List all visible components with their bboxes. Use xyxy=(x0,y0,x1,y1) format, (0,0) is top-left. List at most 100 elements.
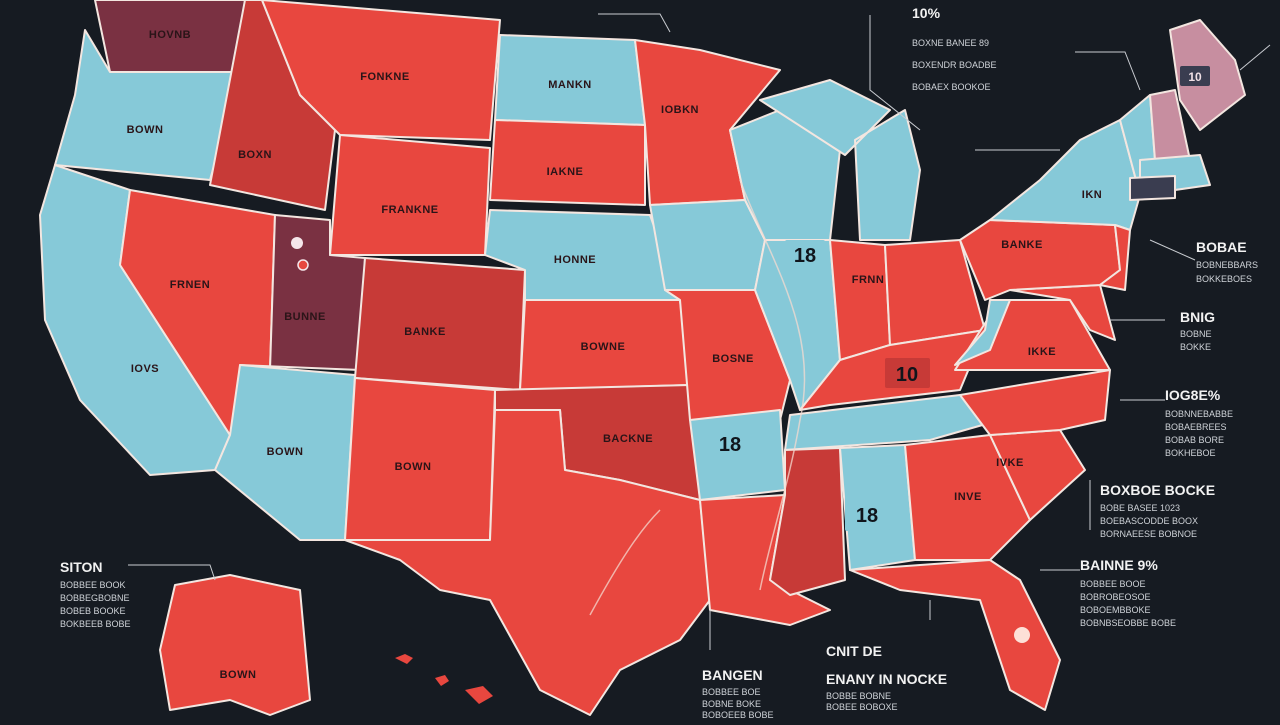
label-nebraska: HONNE xyxy=(554,254,596,266)
state-south-dakota[interactable] xyxy=(489,119,646,206)
state-indiana[interactable] xyxy=(829,239,891,361)
annotation-top: 10% BOXNE BANEE 89 BOXENDR BOADBE BOBAEX… xyxy=(912,5,997,92)
annotation-right-2-title: BNIG xyxy=(1180,309,1215,325)
label-colorado: BANKE xyxy=(404,326,446,338)
state-wyoming[interactable] xyxy=(329,134,491,256)
annotation-right-1: BOBAE BOBNEBBARS BOKKEBOES xyxy=(1196,239,1258,284)
annotation-top-line-3: BOBAEX BOOKOE xyxy=(912,82,991,92)
state-hawaii-island-3[interactable] xyxy=(465,686,493,704)
label-indiana-region: FRNN xyxy=(852,274,885,286)
annotation-right-2: BNIG BOBNE BOKKE xyxy=(1180,309,1215,352)
label-alaska: BOWN xyxy=(220,669,257,681)
annotation-bottom: CNIT DE ENANY IN NOCKE BOBBE BOBNE BOBEE… xyxy=(826,643,947,712)
label-georgia: INVE xyxy=(954,491,982,503)
label-new-mexico: BOWN xyxy=(395,461,432,473)
state-new-mexico[interactable] xyxy=(344,377,496,541)
annotation-right-2-line-1: BOBNE xyxy=(1180,329,1212,339)
annotation-right-4-line-1: BOBE BASEE 1023 xyxy=(1100,503,1180,513)
mississippi-river xyxy=(739,179,806,591)
label-north-dakota: MANKN xyxy=(548,79,591,91)
annotation-left: SITON BOBBEE BOOK BOBBEGBOBNE BOBEB BOOK… xyxy=(60,559,131,629)
annotation-right-3-line-1: BOBNNEBABBE xyxy=(1165,409,1233,419)
annotation-bottom-left-line-2: BOBNE BOKE xyxy=(702,699,761,709)
badge-alabama: 18 xyxy=(845,497,890,531)
annotation-right-3-line-2: BOBAEBREES xyxy=(1165,422,1227,432)
label-virginia: IKKE xyxy=(1028,346,1056,358)
badge-arkansas-value: 18 xyxy=(719,434,741,456)
label-utah: BUNNE xyxy=(284,311,326,323)
badge-alabama-value: 18 xyxy=(856,505,878,527)
state-north-carolina[interactable] xyxy=(959,369,1111,436)
annotation-right-5-line-1: BOBBEE BOOE xyxy=(1080,579,1146,589)
badge-kentucky: 10 xyxy=(885,358,930,388)
badge-illinois: 18 xyxy=(785,240,825,270)
label-oklahoma: BACKNE xyxy=(603,433,653,445)
annotation-right-2-line-2: BOKKE xyxy=(1180,342,1211,352)
annotation-left-title: SITON xyxy=(60,559,103,575)
label-montana: FONKNE xyxy=(360,71,409,83)
state-tennessee[interactable] xyxy=(784,394,1001,451)
badge-kentucky-value: 10 xyxy=(896,364,918,386)
label-new-york: IKN xyxy=(1082,189,1102,201)
state-florida[interactable] xyxy=(849,559,1061,711)
texas-river xyxy=(589,509,661,616)
leader-ne xyxy=(1239,44,1271,71)
annotation-bottom-left-line-1: BOBBEE BOE xyxy=(702,687,761,697)
state-texas[interactable] xyxy=(344,409,711,716)
label-missouri: BOSNE xyxy=(712,353,754,365)
annotation-right-5-line-4: BOBNBSEOBBE BOBE xyxy=(1080,618,1176,628)
state-georgia[interactable] xyxy=(904,434,1031,561)
leader-left xyxy=(128,564,216,581)
annotation-left-line-1: BOBBEE BOOK xyxy=(60,580,126,590)
label-oregon: BOWN xyxy=(127,124,164,136)
annotation-left-line-2: BOBBEGBOBNE xyxy=(60,593,130,603)
annotation-right-4: BOXBOE BOCKE BOBE BASEE 1023 BOEBASCODDE… xyxy=(1100,482,1215,539)
annotation-left-line-3: BOBEB BOOKE xyxy=(60,606,126,616)
state-michigan[interactable] xyxy=(759,79,921,241)
annotation-bottom-title-2: ENANY IN NOCKE xyxy=(826,671,947,687)
annotation-bottom-line-1: BOBBE BOBNE xyxy=(826,691,891,701)
leader-right-1 xyxy=(1149,239,1196,261)
label-idaho: BOXN xyxy=(238,149,272,161)
annotation-right-5: BAINNE 9% BOBBEE BOOE BOBROBEOSOE BOBOEM… xyxy=(1080,557,1176,628)
badge-illinois-value: 18 xyxy=(794,245,816,267)
state-new-jersey[interactable] xyxy=(1099,224,1131,291)
state-hawaii-island-2[interactable] xyxy=(435,675,449,686)
annotation-right-4-title: BOXBOE BOCKE xyxy=(1100,482,1215,498)
annotation-right-1-line-1: BOBNEBBARS xyxy=(1196,260,1258,270)
state-alaska[interactable] xyxy=(159,574,311,716)
annotation-right-1-line-2: BOKKEBOES xyxy=(1196,274,1252,284)
location-pin-icon xyxy=(291,237,309,271)
annotation-right-5-line-3: BOBOEMBBOKE xyxy=(1080,605,1151,615)
annotation-bottom-left: BANGEN BOBBEE BOE BOBNE BOKE BOBOEEB BOB… xyxy=(702,667,774,720)
state-colorado[interactable] xyxy=(354,257,526,391)
label-wyoming: FRANKNE xyxy=(381,204,438,216)
state-west-virginia[interactable] xyxy=(954,299,1011,366)
annotation-right-4-line-3: BORNAEESE BOBNOE xyxy=(1100,529,1197,539)
label-washington: HOVNB xyxy=(149,29,191,41)
state-montana[interactable] xyxy=(261,0,501,141)
label-pennsylvania: BANKE xyxy=(1001,239,1043,251)
label-kansas: BOWNE xyxy=(581,341,626,353)
state-connecticut[interactable] xyxy=(1129,175,1176,201)
label-minnesota: IOBKN xyxy=(661,104,699,116)
annotation-left-line-4: BOKBEEB BOBE xyxy=(60,619,131,629)
label-south-carolina: IVKE xyxy=(996,457,1024,469)
state-hawaii-island-1[interactable] xyxy=(395,654,413,664)
annotation-right-5-line-2: BOBROBEOSOE xyxy=(1080,592,1151,602)
badge-arkansas: 18 xyxy=(708,426,753,460)
annotation-bottom-left-title: BANGEN xyxy=(702,667,763,683)
label-california: IOVS xyxy=(131,363,159,375)
badge-maine-value: 10 xyxy=(1188,70,1202,84)
annotation-bottom-left-line-3: BOBOEEB BOBE xyxy=(702,710,774,720)
badge-maine: 10 xyxy=(1180,66,1210,86)
annotation-top-line-2: BOXENDR BOADBE xyxy=(912,60,997,70)
annotation-right-5-title: BAINNE 9% xyxy=(1080,557,1158,573)
annotation-bottom-title-1: CNIT DE xyxy=(826,643,882,659)
label-nevada: FRNEN xyxy=(170,279,210,291)
state-iowa[interactable] xyxy=(649,199,766,291)
annotation-right-3-line-3: BOBAB BORE xyxy=(1165,435,1224,445)
florida-glow-marker xyxy=(1014,627,1030,643)
